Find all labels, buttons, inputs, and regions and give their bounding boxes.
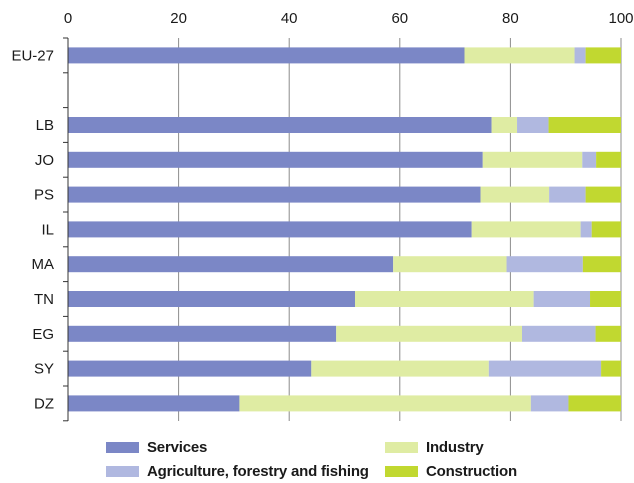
bar-sy-construction — [601, 360, 621, 377]
legend-label-agriculture: Agriculture, forestry and fishing — [147, 462, 369, 480]
x-tick-label-40: 40 — [281, 10, 298, 27]
bar-eu-27-industry — [464, 47, 575, 64]
category-label-dz: DZ — [34, 395, 54, 412]
bar-eg-construction — [595, 325, 621, 342]
bar-eg-agriculture — [522, 325, 596, 342]
bar-tn-industry — [355, 291, 534, 307]
legend: Services Industry Agriculture, forestry … — [0, 434, 634, 483]
bar-ps-industry — [480, 186, 550, 203]
axes — [63, 37, 69, 422]
bar-sy-services — [68, 360, 312, 377]
legend-item-services: Services — [106, 438, 207, 456]
bar-ma-services — [68, 256, 394, 273]
legend-label-industry: Industry — [426, 438, 484, 456]
legend-item-agriculture: Agriculture, forestry and fishing — [106, 462, 369, 480]
legend-item-industry: Industry — [385, 438, 484, 456]
bar-lb-agriculture — [517, 117, 549, 133]
category-label-jo: JO — [35, 152, 54, 169]
bar-dz-agriculture — [530, 395, 569, 412]
bar-dz-industry — [239, 395, 531, 412]
legend-swatch-agriculture — [106, 465, 139, 477]
legend-swatch-services — [106, 441, 139, 453]
x-tick-label-20: 20 — [170, 10, 187, 27]
bar-ma-industry — [393, 256, 507, 273]
category-label-lb: LB — [36, 117, 54, 134]
bar-eu-27-agriculture — [574, 47, 586, 64]
category-label-tn: TN — [34, 291, 54, 308]
bar-tn-services — [68, 291, 356, 307]
bar-jo-agriculture — [582, 151, 597, 168]
bar-il-industry — [471, 221, 581, 238]
bar-eg-services — [68, 325, 337, 342]
bar-eg-industry — [336, 325, 523, 342]
category-label-ma: MA — [32, 256, 55, 273]
bar-tn-construction — [590, 291, 621, 307]
legend-swatch-industry — [385, 441, 418, 453]
bars — [68, 47, 621, 412]
bar-jo-industry — [482, 151, 583, 168]
x-tick-label-60: 60 — [391, 10, 408, 27]
bar-ma-construction — [582, 256, 621, 273]
x-tick-label-100: 100 — [608, 10, 633, 27]
bar-dz-construction — [568, 395, 621, 412]
x-tick-label-80: 80 — [502, 10, 519, 27]
legend-label-construction: Construction — [426, 462, 517, 480]
legend-label-services: Services — [147, 438, 208, 456]
bar-ps-services — [68, 186, 481, 203]
bar-il-agriculture — [580, 221, 592, 238]
bar-sy-industry — [311, 360, 489, 377]
bar-sy-agriculture — [488, 360, 602, 377]
bar-eu-27-construction — [585, 47, 621, 64]
bar-il-services — [68, 221, 472, 238]
bar-il-construction — [591, 221, 621, 238]
axis-labels: 0 20 40 60 80 100 EU-27 LB JO PS IL MA TN EG SY DZ — [11, 10, 633, 412]
x-tick-label-0: 0 — [64, 10, 72, 27]
bar-jo-services — [68, 151, 483, 168]
category-label-sy: SY — [34, 361, 54, 378]
bar-ps-construction — [585, 186, 621, 203]
bar-eu-27-services — [68, 47, 465, 64]
category-label-eu-27: EU-27 — [11, 47, 54, 64]
category-label-ps: PS — [34, 187, 54, 204]
category-label-il: IL — [41, 221, 54, 238]
bar-lb-industry — [491, 117, 518, 133]
bar-ma-agriculture — [506, 256, 583, 273]
bar-tn-agriculture — [533, 291, 591, 307]
bar-ps-agriculture — [549, 186, 586, 203]
bar-lb-services — [68, 117, 492, 133]
bar-dz-services — [68, 395, 240, 412]
bar-jo-construction — [596, 151, 621, 168]
category-label-eg: EG — [32, 326, 54, 343]
bar-lb-construction — [548, 117, 621, 133]
legend-item-construction: Construction — [385, 462, 517, 480]
legend-swatch-construction — [385, 465, 418, 477]
